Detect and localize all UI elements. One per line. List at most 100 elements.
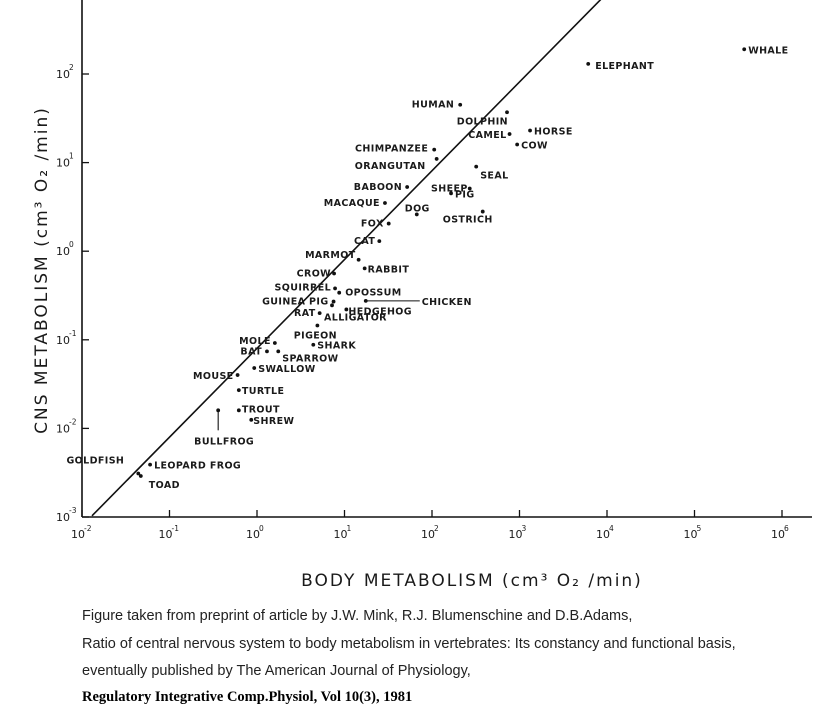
plot-area: 10 -2 10 -1 10 0 10 1 10 2 10 3 10 4 10 5 10 6 10-310-210…	[56, 0, 812, 541]
label-mouse: MOUSE	[193, 371, 234, 382]
regression-line	[91, 0, 602, 517]
point-shrew	[249, 417, 254, 422]
label-trout: TROUT	[242, 404, 280, 415]
x-tick-exponent: 2	[434, 524, 439, 533]
label-elephant: ELEPHANT	[595, 61, 654, 72]
y-tick-exponent: 0	[69, 240, 74, 249]
label-whale: WHALE	[748, 45, 788, 56]
point-marmot	[356, 257, 361, 262]
point-macaque	[383, 201, 387, 205]
x-tick-label: 10	[334, 528, 348, 541]
y-tick-label: 10	[56, 68, 70, 81]
label-mole: MOLE	[239, 336, 271, 347]
x-tick-exponent: 4	[609, 524, 614, 533]
point-pig	[449, 191, 453, 196]
point-rat	[317, 311, 322, 316]
x-tick-label: 10	[159, 528, 173, 541]
y-tick-exponent: 1	[69, 152, 74, 161]
point-rabbit	[362, 266, 367, 271]
point-whale	[742, 47, 747, 52]
label-pig: PIG	[455, 189, 475, 200]
x-axis-title: BODY METABOLISM (cm³ O₂ /min)	[301, 571, 643, 591]
point-baboon	[405, 185, 410, 189]
label-human: HUMAN	[412, 100, 454, 111]
label-leopard-frog: LEOPARD FROG	[154, 461, 241, 472]
y-tick-label: 10	[56, 157, 70, 170]
point-squirrel	[333, 286, 337, 291]
point-fox	[386, 221, 391, 226]
label-cat: CAT	[354, 236, 375, 247]
label-turtle: TURTLE	[242, 386, 285, 397]
point-hedgehog	[344, 307, 349, 312]
point-turtle	[236, 388, 241, 393]
y-tick-exponent: -2	[69, 417, 77, 426]
label-bat: BAT	[240, 346, 262, 357]
label-swallow: SWALLOW	[258, 364, 315, 375]
label-hedgehog: HEDGEHOG	[348, 306, 412, 317]
label-rabbit: RABBIT	[368, 264, 410, 275]
label-pigeon: PIGEON	[294, 331, 337, 342]
point-pigeon	[315, 323, 320, 328]
x-tick-label: 10	[71, 528, 85, 541]
log-log-scatter-chart: 10 -2 10 -1 10 0 10 1 10 2 10 3 10 4 10 5 10 6 10-310-210…	[32, 0, 812, 591]
label-horse: HORSE	[534, 127, 573, 138]
x-tick-label: 10	[246, 528, 260, 541]
label-toad: TOAD	[149, 480, 180, 491]
label-sheep: SHEEP	[431, 184, 468, 195]
label-opossum: OPOSSUM	[345, 288, 401, 299]
label-camel: CAMEL	[468, 130, 506, 141]
label-bullfrog: BULLFROG	[194, 436, 254, 447]
label-seal: SEAL	[480, 171, 508, 182]
point-guinea-pig	[331, 299, 336, 304]
label-baboon: BABOON	[354, 182, 402, 193]
label-ostrich: OSTRICH	[443, 215, 493, 226]
point-crow	[332, 271, 336, 276]
x-tick-exponent: 6	[784, 524, 789, 533]
label-rat: RAT	[294, 308, 316, 319]
x-tick-exponent: -1	[172, 524, 180, 533]
x-tick-exponent: 3	[522, 524, 527, 533]
x-tick-label: 10	[421, 528, 435, 541]
label-sparrow: SPARROW	[282, 353, 338, 364]
point-dog	[414, 212, 419, 217]
point-mouse	[235, 373, 240, 377]
label-marmot: MARMOT	[305, 250, 356, 261]
y-tick-label: 10	[56, 334, 70, 347]
x-tick-exponent: 5	[697, 524, 702, 533]
label-squirrel: SQUIRREL	[275, 282, 332, 293]
point-bat	[265, 349, 269, 354]
point-elephant	[586, 62, 591, 66]
y-tick-exponent: 2	[69, 63, 74, 72]
point-sparrow	[276, 349, 281, 354]
point-sheep	[467, 186, 472, 191]
point-orangutan	[434, 157, 439, 161]
point-cow	[515, 142, 520, 147]
point-chimpanzee	[432, 147, 437, 152]
point-dolphin	[505, 110, 509, 115]
x-tick-label: 10	[596, 528, 610, 541]
point-alligator	[330, 303, 334, 308]
point-shark	[311, 342, 316, 347]
x-tick-label: 10	[771, 528, 785, 541]
label-chimpanzee: CHIMPANZEE	[355, 144, 428, 155]
label-orangutan: ORANGUTAN	[355, 161, 426, 172]
label-dog: DOG	[405, 203, 430, 214]
label-fox: FOX	[361, 219, 384, 230]
label-guinea-pig: GUINEA PIG	[262, 297, 328, 308]
y-tick-label: 10	[56, 511, 70, 524]
x-tick-exponent: 1	[347, 524, 352, 533]
point-toad	[138, 474, 143, 478]
label-shark: SHARK	[317, 341, 356, 352]
point-leopard-frog	[148, 462, 152, 467]
y-axis-title: CNS METABOLISM (cm³ O₂ /min)	[32, 106, 52, 434]
y-tick-label: 10	[56, 422, 70, 435]
caption-line-1: Figure taken from preprint of article by…	[82, 608, 633, 624]
x-tick-exponent: -2	[84, 524, 92, 533]
x-axis-ticks: 10 -2 10 -1 10 0 10 1 10 2 10 3 10 4 10 5 10 6	[71, 510, 789, 541]
point-ostrich	[480, 209, 485, 214]
label-macaque: MACAQUE	[324, 198, 380, 209]
caption-line-3: eventually published by The American Jou…	[82, 663, 471, 679]
label-crow: CROW	[297, 269, 332, 280]
